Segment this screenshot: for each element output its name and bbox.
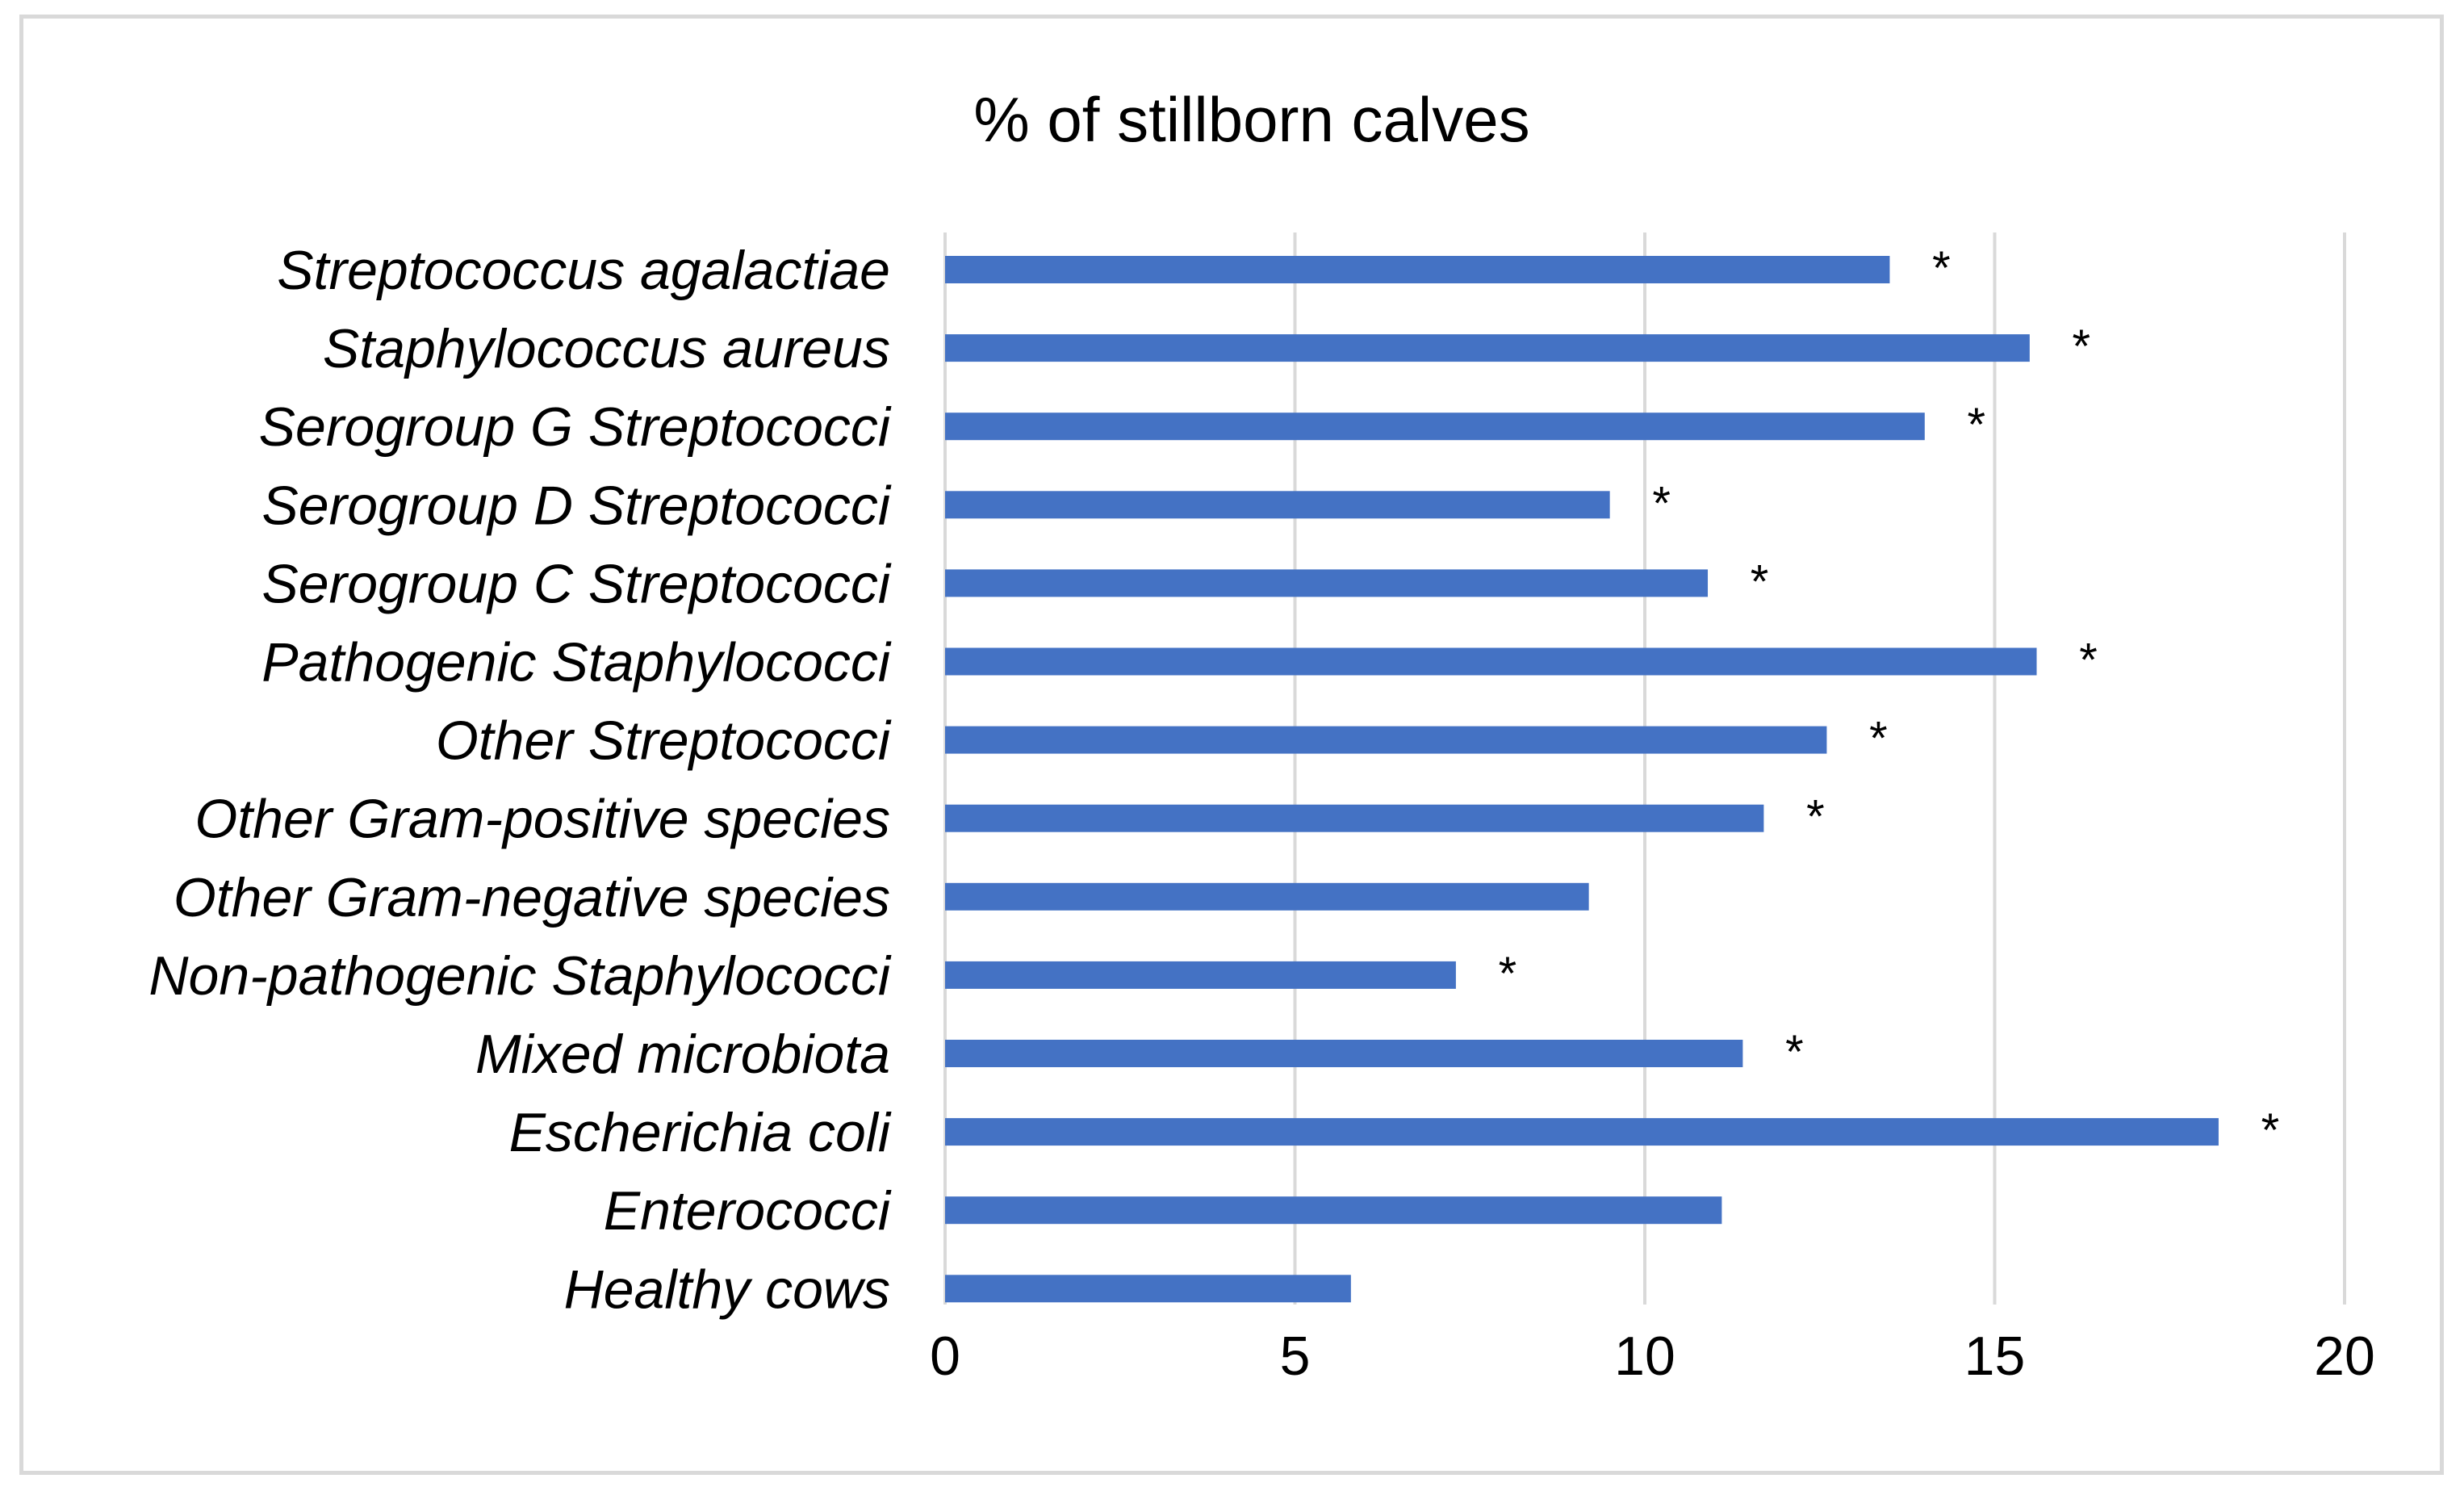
bar <box>945 491 1610 519</box>
chart-title: % of stillborn calves <box>973 84 1529 155</box>
bar-chart: % of stillborn calves Streptococcus agal… <box>149 84 2375 1387</box>
category-label: Serogroup D Streptococci <box>261 475 892 536</box>
significance-mark: * <box>2079 635 2098 687</box>
significance-mark: * <box>1869 713 1888 765</box>
x-axis-ticks: 0 5 10 15 20 <box>930 1326 2375 1387</box>
category-label: Serogroup G Streptococci <box>259 396 892 458</box>
bars <box>945 256 2219 1303</box>
significance-mark: * <box>2261 1104 2280 1157</box>
category-label: Staphylococcus aureus <box>323 318 890 379</box>
x-tick-label: 10 <box>1614 1326 1675 1387</box>
category-label: Healthy cows <box>564 1259 890 1320</box>
chart-frame: % of stillborn calves Streptococcus agal… <box>19 15 2444 1475</box>
significance-mark: * <box>1932 242 1951 295</box>
x-tick-label: 5 <box>1280 1326 1311 1387</box>
bar <box>945 334 2030 362</box>
bar <box>945 961 1456 989</box>
category-label: Non-pathogenic Staphylococci <box>149 945 891 1007</box>
significance-mark: * <box>2073 320 2091 373</box>
bar <box>945 1040 1743 1067</box>
x-tick-label: 20 <box>2314 1326 2375 1387</box>
significance-mark: * <box>1652 477 1671 530</box>
bar <box>945 882 1589 911</box>
category-label: Serogroup C Streptococci <box>261 553 892 614</box>
significance-mark: * <box>1968 399 1986 451</box>
category-label: Escherichia coli <box>509 1102 892 1163</box>
significance-marks: * * * * * * * * * * * <box>1499 242 2280 1157</box>
category-label: Other Gram-positive species <box>195 789 890 850</box>
significance-mark: * <box>1751 555 1769 608</box>
bar <box>945 1275 1351 1303</box>
significance-mark: * <box>1499 948 1517 1000</box>
category-label: Mixed microbiota <box>475 1024 890 1085</box>
bar <box>945 1196 1722 1225</box>
bar <box>945 726 1827 754</box>
x-tick-label: 15 <box>1964 1326 2026 1387</box>
bar <box>945 647 2037 676</box>
category-label: Other Gram-negative species <box>174 867 890 928</box>
bar <box>945 1118 2219 1146</box>
bar <box>945 569 1709 597</box>
category-label: Pathogenic Staphylococci <box>261 632 892 693</box>
category-label: Streptococcus agalactiae <box>277 240 890 301</box>
bar <box>945 256 1890 283</box>
bar <box>945 413 1925 441</box>
category-label: Enterococci <box>604 1180 892 1242</box>
bar <box>945 804 1764 832</box>
category-labels: Streptococcus agalactiae Staphylococcus a… <box>149 240 891 1320</box>
category-label: Other Streptococci <box>436 710 892 772</box>
significance-mark: * <box>1785 1026 1804 1078</box>
x-tick-label: 0 <box>930 1326 960 1387</box>
significance-mark: * <box>1806 791 1825 844</box>
